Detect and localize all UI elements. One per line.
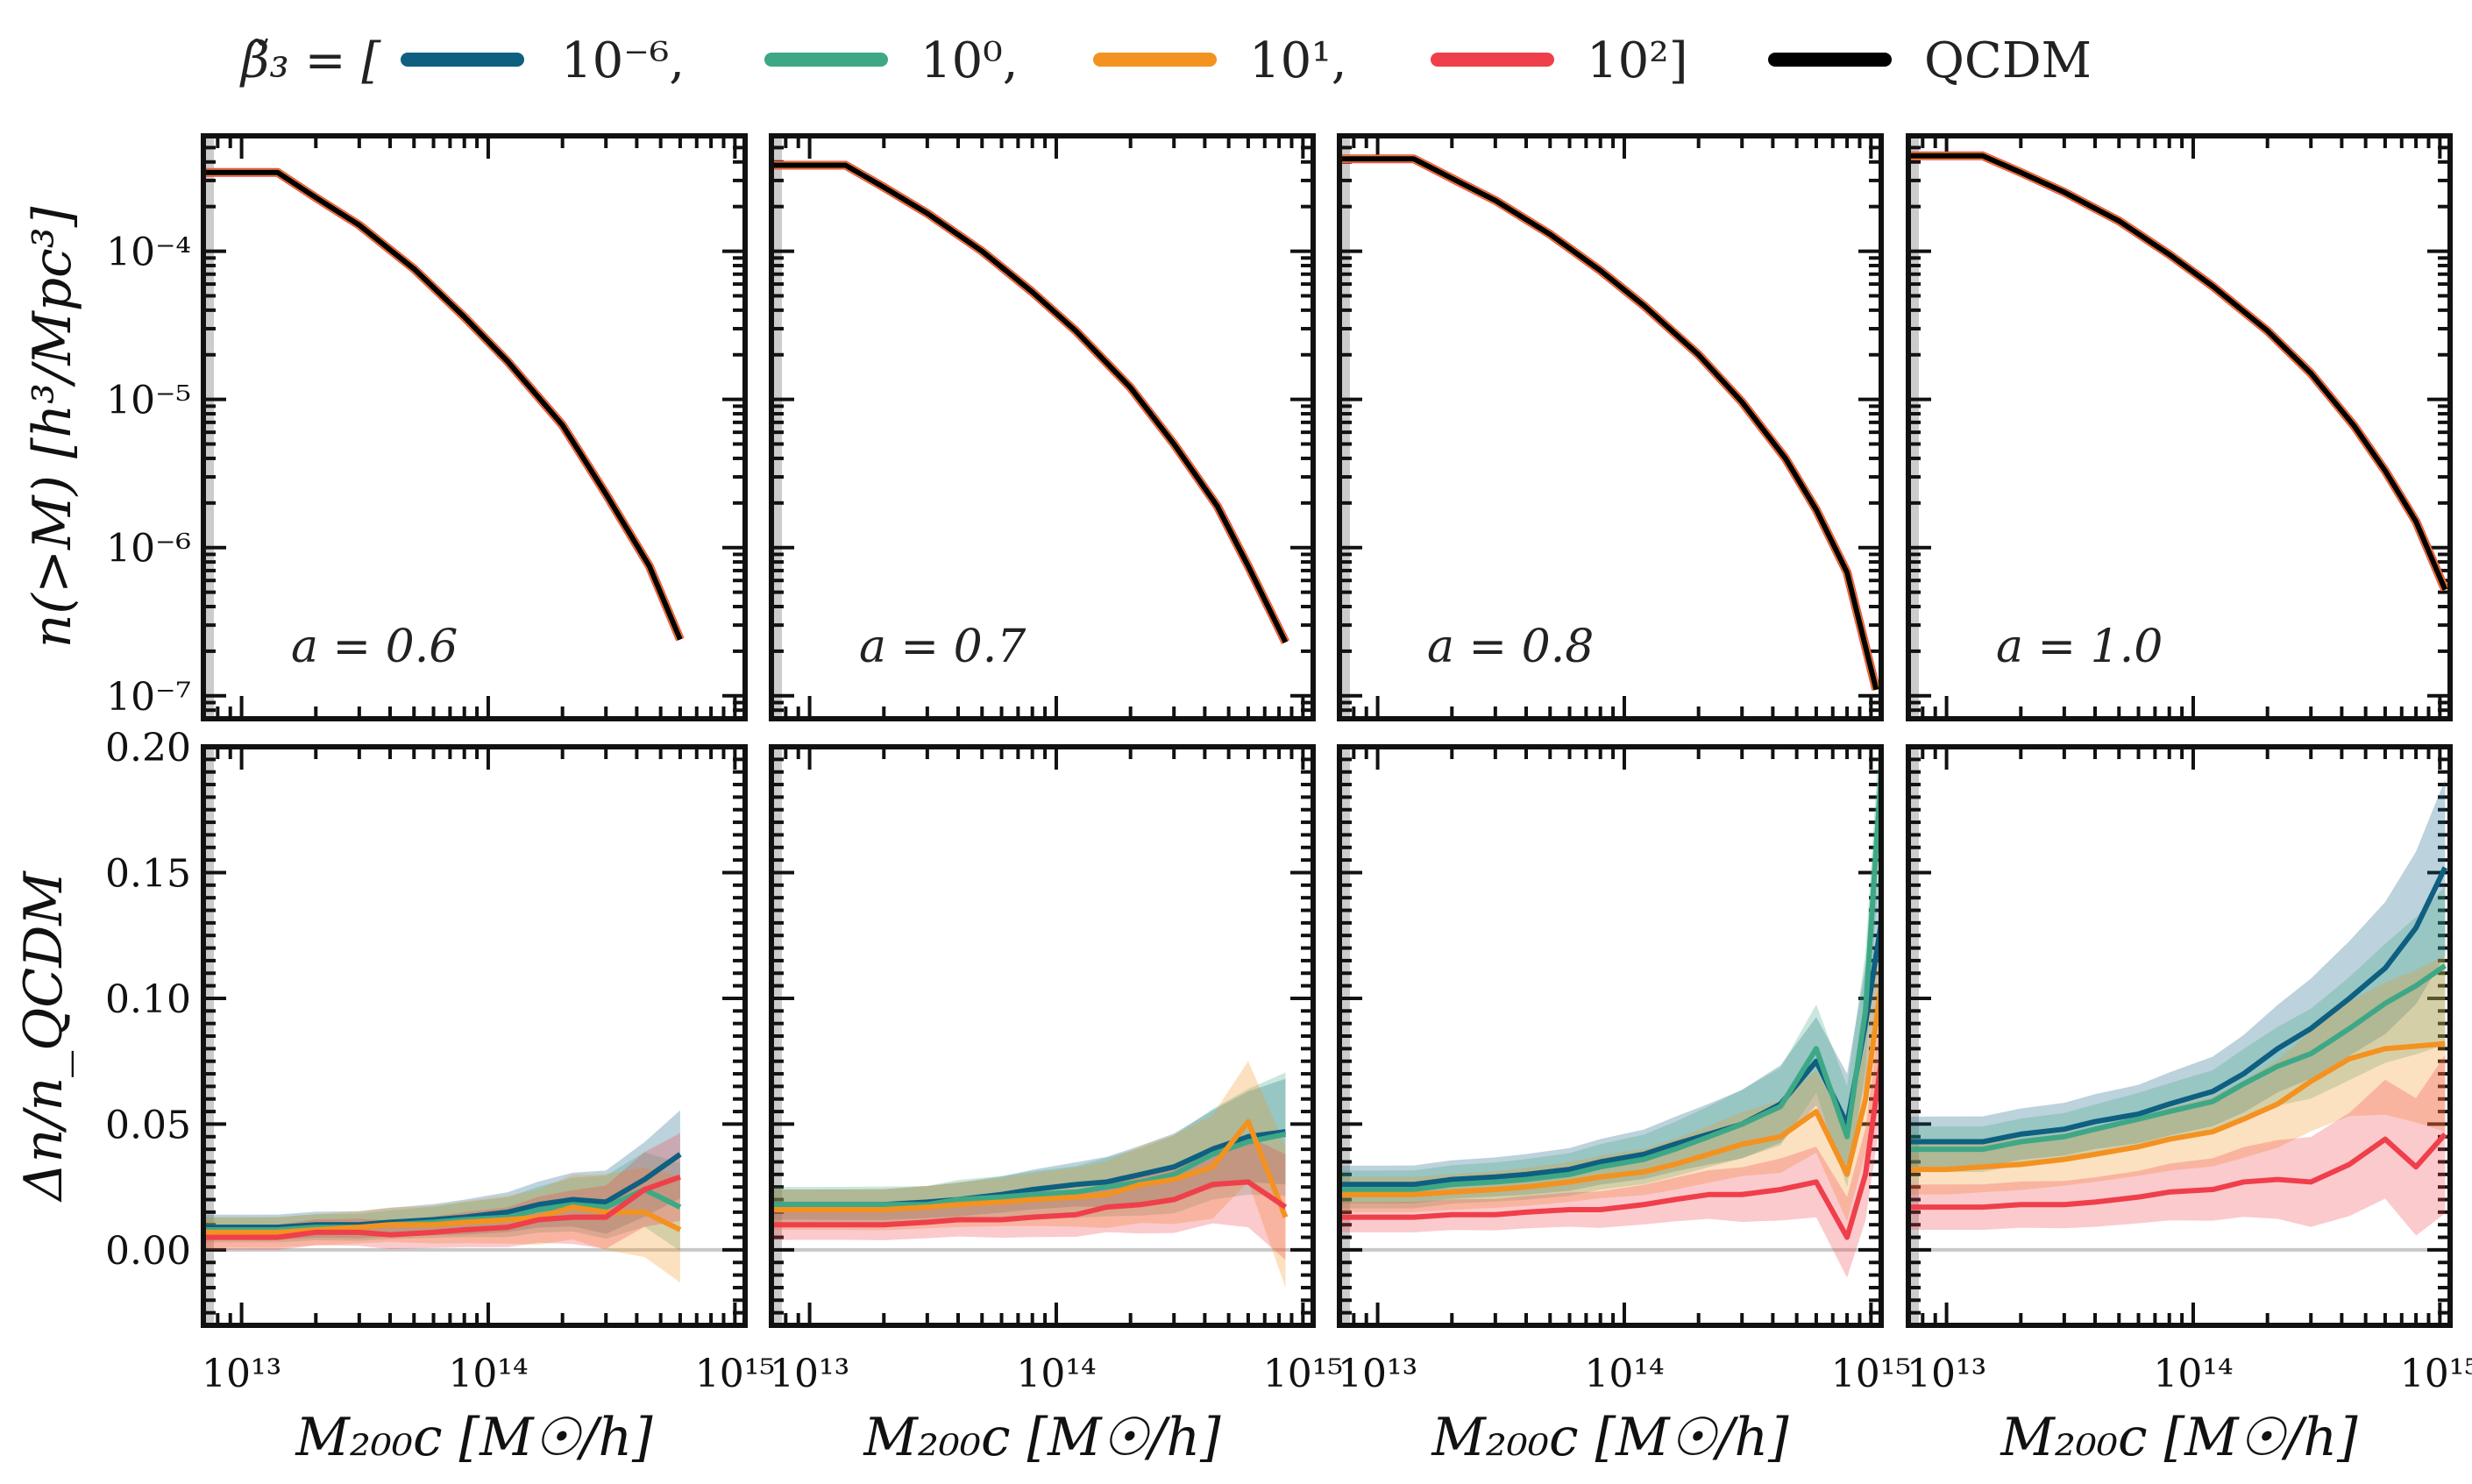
series-group [771,1061,1289,1288]
x-tick-label: 10¹³ [1907,1352,1986,1396]
plot-frame [201,133,748,721]
y-tick-label: 0.05 [105,1103,191,1147]
x-tick-label: 10¹⁴ [2153,1352,2233,1396]
y-tick-label: 0.00 [105,1229,191,1274]
x-axis-title: M₂₀₀c [M☉/h] [295,1407,653,1468]
series-band [1339,856,1881,1204]
legend-label: 10¹, [1249,32,1347,89]
series-line-10-2 [1908,151,2449,592]
residual-panel [201,744,748,1328]
x-tick-label: 10¹³ [1338,1352,1417,1396]
x-axis-title: M₂₀₀c [M☉/h] [863,1407,1221,1468]
plot-frame [1906,744,2453,1328]
series-group [1908,779,2448,1236]
x-axis-title: M₂₀₀c [M☉/h] [2000,1407,2358,1468]
mass-function-panel: a = 0.8 [1337,133,1884,721]
bottom-y-axis-title: Δn/n_QCDM [13,870,75,1203]
x-axis-title: M₂₀₀c [M☉/h] [1431,1407,1789,1468]
mass-function-panel: a = 0.6 [201,133,748,721]
legend-title: β̃₃ = [ [239,32,381,89]
mass-function-panel: a = 0.7 [769,133,1316,721]
series-line [1908,963,2447,1153]
series-band [771,1078,1286,1220]
series-band [1339,747,1881,1209]
series-group [203,1110,682,1283]
series-band [1908,1054,2446,1236]
y-tick-label: 10⁻⁴ [106,231,191,275]
series-line-qcdm [1908,153,2448,591]
series-band [1339,924,1881,1222]
x-tick-label: 10¹⁴ [1016,1352,1096,1396]
residual-panel [769,744,1316,1328]
y-tick-label: 10⁻⁷ [106,675,191,720]
series-line [1339,771,1881,1193]
x-tick-label: 10¹³ [770,1352,849,1396]
series-line-10-2 [203,167,685,642]
x-tick-label: 10¹⁴ [448,1352,528,1396]
y-tick-label: 10⁻⁵ [106,379,191,423]
plot-frame [1337,133,1884,721]
y-tick-label: 0.20 [105,726,191,770]
plot-frame [769,133,1316,721]
series-line-10-1 [771,161,1289,644]
series-band [1339,1008,1881,1278]
residual-panel [1337,744,1884,1328]
panel-label: a = 0.7 [859,621,1026,673]
x-tick-label: 10¹⁵ [2400,1352,2472,1396]
series-band [203,1133,680,1251]
panels: a = 0.6 a = 0.7 a = 0.8 a = 1.0 [201,133,2453,1328]
series-line [1339,985,1881,1197]
legend: β̃₃ = [ 10⁻⁶, 10⁰, 10¹, 10²] QCDM [239,32,2092,89]
top-y-axis-title: n(>M) [h³/Mpc³] [22,206,83,648]
x-tick-label: 10¹⁴ [1584,1352,1664,1396]
series-line [771,1179,1288,1228]
plot-frame [1337,744,1884,1328]
series-line-10-2 [1339,154,1881,692]
series-line [1339,1061,1881,1240]
series-line [203,1174,681,1240]
series-line [1908,1132,2447,1211]
mass-function-panel: a = 1.0 [1906,133,2453,721]
series-line [1908,1040,2446,1173]
series-band [771,1061,1286,1288]
series-line-qcdm [1339,156,1879,691]
series-band [771,1072,1286,1224]
plot-frame [201,744,748,1328]
panel-label: a = 0.8 [1427,621,1594,673]
x-tick-label: 10¹⁵ [1263,1352,1343,1396]
legend-label: 10⁰, [920,32,1019,89]
legend-label: QCDM [1924,32,2092,89]
axis-labels: 10⁻⁴ 10⁻⁵ 10⁻⁶ 10⁻⁷ 0.20 0.15 0.10 0.05 0.00 10¹³… [13,206,2472,1468]
series-group [1339,747,1881,1278]
series-line-10-1 [1908,152,2448,592]
panel-label: a = 1.0 [1996,621,2163,673]
y-tick-label: 10⁻⁶ [106,527,191,572]
y-tick-label: 0.10 [105,977,191,1022]
series-line-10-1 [203,168,684,642]
legend-label: 10⁻⁶, [561,32,685,89]
series-line [1908,866,2448,1145]
x-tick-label: 10¹³ [202,1352,281,1396]
plot-frame [1906,133,2453,721]
series-line-qcdm [771,162,1289,643]
series-line [771,1131,1287,1208]
y-tick-label: 0.15 [105,851,191,896]
x-tick-label: 10¹⁵ [695,1352,775,1396]
series-line-10-2 [771,160,1289,644]
series-line [771,1118,1289,1218]
plot-frame [769,744,1316,1328]
residual-panel [1906,744,2453,1328]
series-line-qcdm [203,169,683,641]
x-tick-label: 10¹⁵ [1831,1352,1911,1396]
panel-label: a = 0.6 [291,621,458,673]
series-line-10-1 [1339,155,1880,691]
series-line [203,1204,682,1235]
legend-label: 10²] [1587,32,1688,89]
series-band [1908,779,2446,1168]
